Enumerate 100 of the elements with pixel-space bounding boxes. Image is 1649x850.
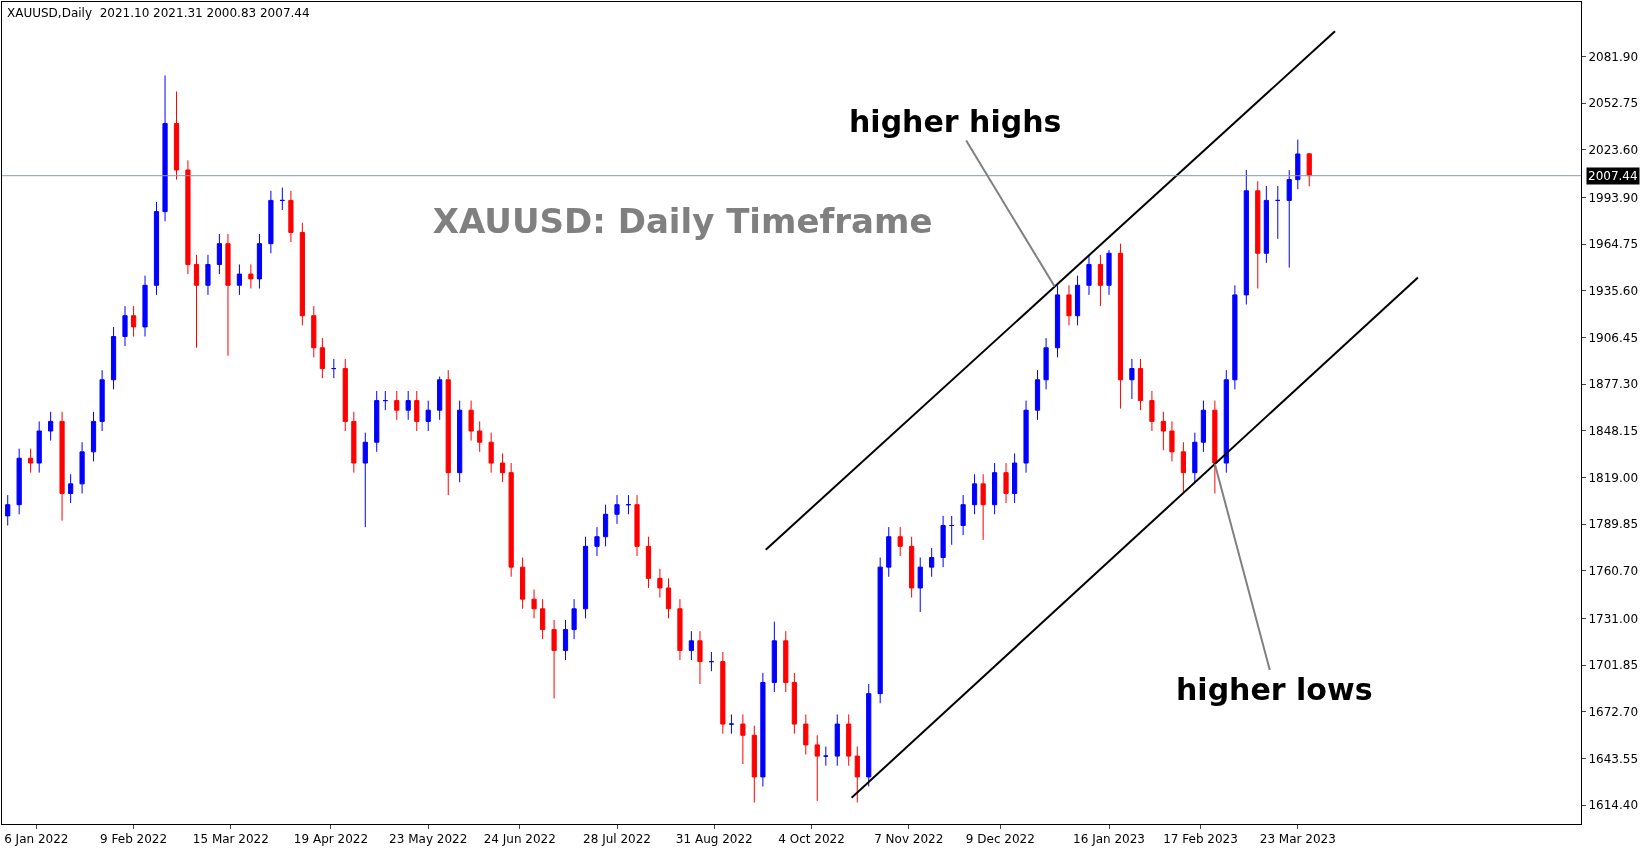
candlestick xyxy=(499,452,506,483)
candlestick xyxy=(162,75,168,222)
candlestick xyxy=(248,263,254,289)
candlestick xyxy=(205,254,211,296)
candlestick xyxy=(625,494,632,515)
candlestick xyxy=(697,630,703,685)
candlestick xyxy=(562,619,569,661)
candlestick xyxy=(1149,390,1155,432)
candlestick xyxy=(740,713,746,765)
annotation: XAUUSD,Daily 2021.10 2021.31 2000.83 2007.44 xyxy=(7,6,310,20)
candlestick xyxy=(897,526,903,557)
candlestick xyxy=(917,557,923,613)
candlestick xyxy=(760,672,766,788)
candlestick xyxy=(929,547,935,578)
candlestick xyxy=(1212,400,1218,494)
y-tick-label: 1731.00 xyxy=(1588,611,1639,626)
candlestick xyxy=(1074,275,1081,326)
candlestick xyxy=(1023,400,1029,474)
y-tick-label: 1906.45 xyxy=(1588,330,1639,345)
candlestick xyxy=(1180,441,1186,494)
candlestick xyxy=(142,275,148,338)
candlestick xyxy=(1054,284,1061,358)
text: XAUUSD: Daily Timeframe xyxy=(432,200,933,241)
candlestick xyxy=(814,734,820,802)
candlestick xyxy=(520,557,526,610)
candlestick xyxy=(594,526,600,557)
candlestick xyxy=(1034,369,1041,421)
candlestick xyxy=(1232,284,1238,390)
candlestick xyxy=(783,630,789,693)
candlestick xyxy=(834,713,840,767)
candlestick xyxy=(68,473,74,504)
candlestick xyxy=(445,369,451,496)
candlestick xyxy=(153,201,160,296)
x-tick-label: 19 Apr 2022 xyxy=(293,832,369,847)
candlestick xyxy=(477,420,483,453)
candlestick xyxy=(540,598,546,640)
candlestick xyxy=(299,222,305,326)
candlestick xyxy=(488,432,494,474)
candlestick xyxy=(582,536,589,619)
candlestick xyxy=(16,448,22,515)
candlestick xyxy=(1086,254,1092,296)
y-tick-label: 1614.40 xyxy=(1588,798,1639,813)
candlestick xyxy=(991,462,998,515)
y-tick-label: 1672.70 xyxy=(1588,704,1639,719)
candlestick xyxy=(665,577,672,619)
candlestick xyxy=(1200,400,1207,453)
candlestick xyxy=(1129,358,1135,400)
candlestick xyxy=(688,630,694,661)
candlestick xyxy=(130,305,137,338)
candlestick xyxy=(414,390,420,432)
x-tick-label: 6 Jan 2022 xyxy=(4,832,69,847)
candlestick xyxy=(90,411,97,462)
candlestick xyxy=(122,305,128,347)
candlestick xyxy=(1192,432,1198,483)
x-tick-label: 23 May 2022 xyxy=(389,832,468,847)
candlestick xyxy=(342,358,348,432)
candlestick xyxy=(1223,369,1229,474)
candlestick xyxy=(791,672,797,735)
y-tick-label: 2081.90 xyxy=(1588,49,1639,64)
x-tick-label: 23 Mar 2023 xyxy=(1259,832,1336,847)
y-tick-label: 1935.60 xyxy=(1588,283,1639,298)
candlestick xyxy=(1169,420,1175,462)
candlestick xyxy=(268,190,274,254)
candlestick xyxy=(1275,185,1281,240)
candlestick xyxy=(173,91,180,181)
x-tick-label: 31 Aug 2022 xyxy=(675,832,753,847)
candlestick xyxy=(940,515,946,568)
candlestick xyxy=(571,598,577,640)
candlestick xyxy=(319,337,325,379)
candlestick xyxy=(960,494,966,536)
candlestick xyxy=(351,411,357,474)
candlestick xyxy=(909,536,915,599)
candlestick xyxy=(236,263,243,296)
candlestick xyxy=(425,400,431,432)
y-tick-label: 2052.75 xyxy=(1588,96,1639,111)
candlestick xyxy=(877,557,883,704)
x-tick-label: 4 Oct 2022 xyxy=(778,832,845,847)
candlestick xyxy=(28,448,34,474)
candlestick xyxy=(602,504,609,547)
candlestick xyxy=(614,494,620,525)
candlestick xyxy=(225,233,231,357)
candlestick xyxy=(405,390,411,421)
y-tick-label: 1819.00 xyxy=(1588,470,1639,485)
candlestick xyxy=(1043,337,1049,390)
candlestick xyxy=(1097,254,1104,307)
candlestick xyxy=(1255,180,1261,289)
candlestick xyxy=(1003,462,1009,504)
y-tick-label: 1760.70 xyxy=(1588,564,1639,579)
candlestick xyxy=(193,254,200,349)
x-tick-label: 16 Jan 2023 xyxy=(1073,832,1145,847)
candlestick xyxy=(823,745,829,767)
candlestick xyxy=(846,713,852,767)
candlestick xyxy=(79,441,85,494)
candlestick xyxy=(645,536,652,589)
candlestick xyxy=(394,390,400,421)
y-tick-label: 1789.85 xyxy=(1588,517,1639,532)
candlestick xyxy=(374,390,380,453)
candlestick xyxy=(803,713,809,755)
candlestick xyxy=(677,598,683,661)
candlestick xyxy=(1295,139,1301,190)
